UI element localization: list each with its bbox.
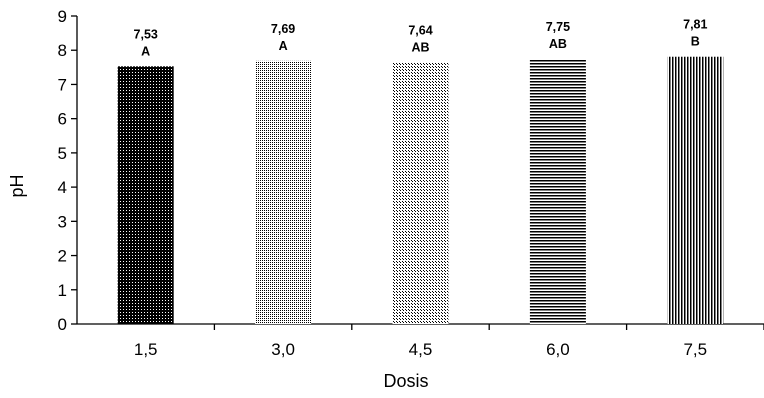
bar-value-label: 7,53: [134, 27, 158, 41]
x-tick-label: 1,5: [134, 340, 158, 359]
bar-group-letter: A: [279, 39, 288, 53]
y-axis-title: pH: [7, 174, 27, 197]
bar-value-label: 7,64: [408, 24, 432, 38]
y-axis: 0 1 2 3 4 5 6 7 8 9: [58, 7, 78, 334]
bar-value-label: 7,75: [546, 20, 570, 34]
bar-value-label: 7,69: [271, 22, 295, 36]
x-tick-label: 4,5: [409, 340, 433, 359]
bars: [117, 56, 724, 325]
bar-group-letter: AB: [411, 41, 429, 55]
x-tick-label: 3,0: [271, 340, 295, 359]
bar-group-letter: B: [691, 35, 700, 49]
y-tick-label: 5: [58, 144, 67, 163]
x-axis: 1,5 3,0 4,5 6,0 7,5: [77, 323, 764, 359]
bar: [255, 60, 312, 324]
y-tick-label: 8: [58, 41, 67, 60]
bar: [529, 58, 586, 325]
x-tick-label: 6,0: [546, 340, 570, 359]
y-tick-label: 4: [58, 178, 67, 197]
bar: [667, 56, 724, 324]
y-tick-label: 0: [58, 315, 67, 334]
bar-value-label: 7,81: [683, 18, 707, 32]
y-tick-label: 9: [58, 7, 67, 26]
y-tick-label: 6: [58, 110, 67, 129]
bar: [117, 66, 174, 324]
y-tick-label: 2: [58, 247, 67, 266]
data-labels: 7,53 A 7,69 A 7,64 AB 7,75 AB 7,81 B: [134, 18, 708, 59]
y-tick-label: 1: [58, 281, 67, 300]
bar-group-letter: AB: [549, 37, 567, 51]
x-tick-label: 7,5: [683, 340, 707, 359]
x-axis-title: Dosis: [383, 371, 428, 391]
bar-group-letter: A: [141, 44, 150, 58]
bar: [392, 62, 449, 324]
y-tick-label: 7: [58, 75, 67, 94]
y-tick-label: 3: [58, 212, 67, 231]
